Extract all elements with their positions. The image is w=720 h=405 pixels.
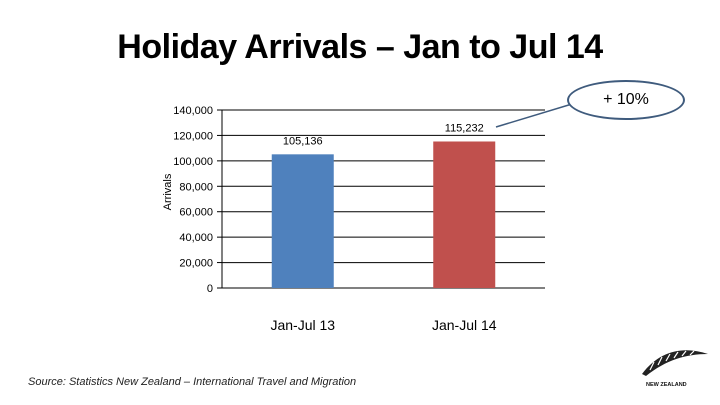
bar-value-label: 115,232: [445, 122, 484, 134]
callout-pointer: [495, 103, 573, 128]
y-axis-label: Arrivals: [162, 173, 174, 210]
fern-logo-icon: [642, 350, 708, 376]
bar: [271, 154, 334, 288]
bar: [433, 141, 496, 288]
y-tick-label: 100,000: [173, 156, 213, 168]
logo-wordmark: NEW ZEALAND: [646, 382, 687, 388]
gridlines: [222, 109, 545, 289]
slide-title: Holiday Arrivals – Jan to Jul 14: [117, 28, 603, 66]
data-labels: 105,136 115,232: [283, 122, 484, 147]
source-note: Source: Statistics New Zealand – Interna…: [28, 376, 357, 388]
bar-value-label: 105,136: [283, 135, 323, 147]
x-axis-categories: Jan-Jul 13 Jan-Jul 14: [270, 317, 496, 333]
y-tick-label: 40,000: [179, 232, 213, 244]
x-category-label: Jan-Jul 13: [270, 317, 335, 333]
y-tick-label: 20,000: [179, 258, 213, 270]
y-tick-label: 140,000: [173, 105, 213, 117]
y-tick-label: 120,000: [173, 130, 213, 142]
y-tick-label: 60,000: [179, 207, 213, 219]
bars: [271, 141, 496, 288]
y-axis-ticks: 0 20,000 40,000 60,000 80,000 100,000 120,000 1…: [173, 105, 223, 295]
y-tick-label: 80,000: [179, 181, 213, 193]
y-tick-label: 0: [207, 283, 213, 295]
x-category-label: Jan-Jul 14: [432, 317, 497, 333]
growth-callout: + 10%: [567, 80, 685, 120]
